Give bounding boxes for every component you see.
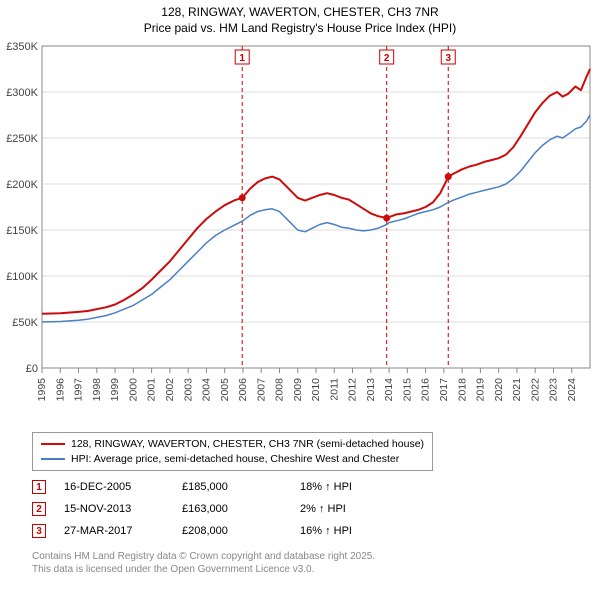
svg-text:2021: 2021 <box>511 378 523 402</box>
legend-swatch-price-paid <box>41 443 65 445</box>
svg-text:2023: 2023 <box>548 378 560 402</box>
chart-area: £0 £50K £100K £150K £200K £250K £300K £350K 1995… <box>0 40 600 430</box>
svg-text:2020: 2020 <box>493 378 505 402</box>
svg-text:1998: 1998 <box>91 378 103 402</box>
svg-text:1999: 1999 <box>109 378 121 402</box>
svg-text:2015: 2015 <box>401 378 413 402</box>
svg-text:2024: 2024 <box>566 378 578 402</box>
svg-text:2018: 2018 <box>456 378 468 402</box>
svg-text:£0: £0 <box>26 363 38 375</box>
svg-text:2009: 2009 <box>292 378 304 402</box>
svg-text:2017: 2017 <box>438 378 450 402</box>
svg-text:1: 1 <box>239 53 245 64</box>
svg-text:2016: 2016 <box>420 378 432 402</box>
marker-price: £208,000 <box>182 525 282 537</box>
svg-text:2022: 2022 <box>529 378 541 402</box>
attribution: Contains HM Land Registry data © Crown c… <box>32 550 375 576</box>
svg-text:1996: 1996 <box>54 378 66 402</box>
svg-text:2008: 2008 <box>274 378 286 402</box>
marker-note-row: 3 27-MAR-2017 £208,000 16% ↑ HPI <box>32 520 400 542</box>
marker-price: £163,000 <box>182 503 282 515</box>
marker-date: 16-DEC-2005 <box>64 481 164 493</box>
marker-delta: 16% ↑ HPI <box>300 525 400 537</box>
svg-text:2013: 2013 <box>365 378 377 402</box>
svg-text:£250K: £250K <box>6 133 38 145</box>
svg-text:2019: 2019 <box>475 378 487 402</box>
svg-text:1997: 1997 <box>73 378 85 402</box>
marker-badge: 3 <box>32 524 46 538</box>
svg-text:£350K: £350K <box>6 41 38 53</box>
svg-text:2012: 2012 <box>347 378 359 402</box>
legend-row-price-paid: 128, RINGWAY, WAVERTON, CHESTER, CH3 7NR… <box>41 437 424 452</box>
svg-text:2011: 2011 <box>328 378 340 401</box>
svg-text:1995: 1995 <box>36 378 48 402</box>
marker-note-row: 2 15-NOV-2013 £163,000 2% ↑ HPI <box>32 498 400 520</box>
svg-text:2005: 2005 <box>219 378 231 402</box>
svg-text:2004: 2004 <box>201 378 213 402</box>
svg-text:2: 2 <box>384 53 390 64</box>
marker-note-row: 1 16-DEC-2005 £185,000 18% ↑ HPI <box>32 476 400 498</box>
svg-text:£50K: £50K <box>12 317 38 329</box>
svg-text:3: 3 <box>445 53 451 64</box>
marker-date: 15-NOV-2013 <box>64 503 164 515</box>
legend-swatch-hpi <box>41 458 65 460</box>
svg-text:2010: 2010 <box>310 378 322 402</box>
svg-text:£300K: £300K <box>6 87 38 99</box>
marker-delta: 18% ↑ HPI <box>300 481 400 493</box>
attribution-line-1: Contains HM Land Registry data © Crown c… <box>32 550 375 563</box>
svg-text:2000: 2000 <box>127 378 139 402</box>
line-chart: £0 £50K £100K £150K £200K £250K £300K £350K 1995… <box>0 40 600 430</box>
marker-price: £185,000 <box>182 481 282 493</box>
svg-text:£100K: £100K <box>6 271 38 283</box>
attribution-line-2: This data is licensed under the Open Gov… <box>32 563 375 576</box>
chart-title: 128, RINGWAY, WAVERTON, CHESTER, CH3 7NR… <box>0 0 600 36</box>
svg-text:2001: 2001 <box>146 378 158 402</box>
title-line-1: 128, RINGWAY, WAVERTON, CHESTER, CH3 7NR <box>0 4 600 20</box>
svg-text:2007: 2007 <box>255 378 267 402</box>
marker-date: 27-MAR-2017 <box>64 525 164 537</box>
svg-text:£200K: £200K <box>6 179 38 191</box>
legend-row-hpi: HPI: Average price, semi-detached house,… <box>41 452 424 467</box>
svg-text:2014: 2014 <box>383 378 395 402</box>
svg-text:£150K: £150K <box>6 225 38 237</box>
svg-text:2003: 2003 <box>182 378 194 402</box>
title-line-2: Price paid vs. HM Land Registry's House … <box>0 20 600 36</box>
marker-notes: 1 16-DEC-2005 £185,000 18% ↑ HPI 2 15-NOV-201… <box>32 476 400 542</box>
marker-badge: 2 <box>32 502 46 516</box>
legend: 128, RINGWAY, WAVERTON, CHESTER, CH3 7NR… <box>32 432 433 471</box>
legend-label-price-paid: 128, RINGWAY, WAVERTON, CHESTER, CH3 7NR… <box>71 437 424 452</box>
legend-label-hpi: HPI: Average price, semi-detached house,… <box>71 452 399 467</box>
marker-delta: 2% ↑ HPI <box>300 503 400 515</box>
svg-text:2006: 2006 <box>237 378 249 402</box>
svg-text:2002: 2002 <box>164 378 176 402</box>
marker-badge: 1 <box>32 480 46 494</box>
